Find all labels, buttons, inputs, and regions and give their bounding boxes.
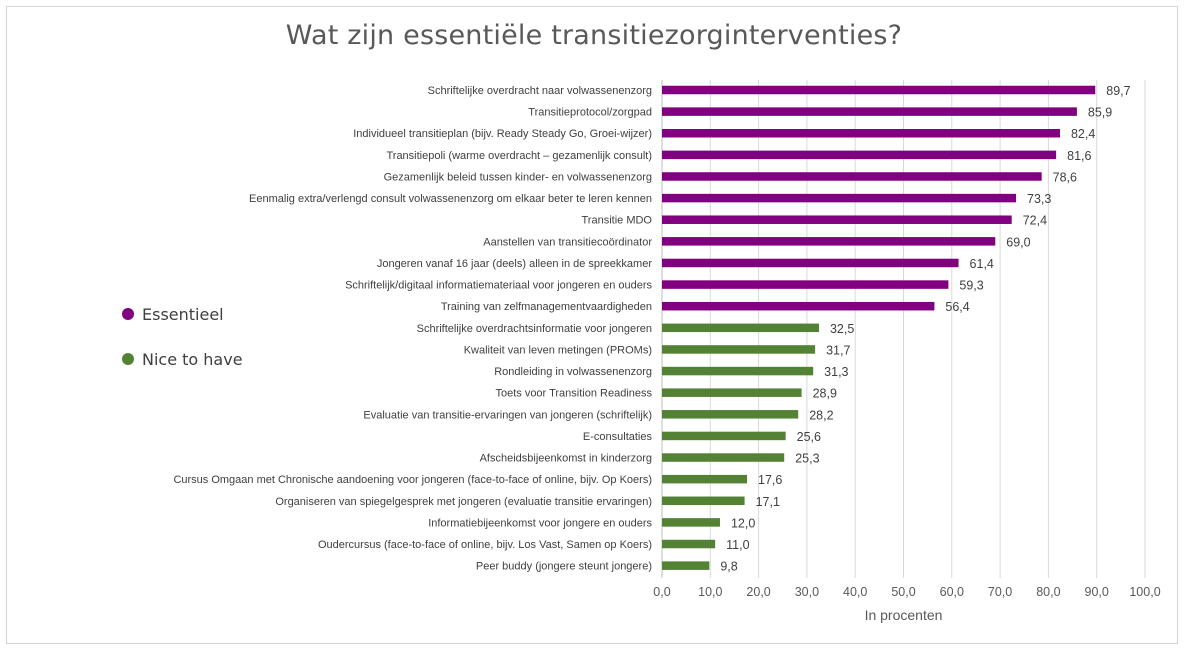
- bar: [662, 258, 959, 268]
- data-label: 85,9: [1088, 106, 1112, 120]
- category-label: Evaluatie van transitie-ervaringen van j…: [363, 409, 652, 421]
- x-axis-title: In procenten: [865, 607, 943, 623]
- category-label: Gezamenlijk beleid tussen kinder- en vol…: [384, 171, 652, 183]
- data-label: 17,6: [758, 473, 782, 487]
- category-label: Oudercursus (face-to-face of online, bij…: [318, 539, 652, 551]
- data-label: 28,9: [813, 387, 837, 401]
- category-label: Training van zelfmanagementvaardigheden: [441, 301, 652, 313]
- data-label: 31,3: [824, 365, 848, 379]
- bar: [662, 388, 802, 397]
- bar: [662, 431, 786, 441]
- bar: [662, 345, 816, 354]
- category-label: E-consultaties: [583, 431, 653, 443]
- bar: [662, 561, 710, 570]
- data-label: 11,0: [726, 538, 749, 552]
- category-label: Rondleiding in volwassenenzorg: [494, 366, 652, 378]
- legend-label-essentieel: Essentieel: [142, 304, 224, 324]
- data-label: 59,3: [959, 279, 983, 293]
- bar: [662, 237, 996, 246]
- bar: [662, 518, 720, 527]
- x-tick-label: 70,0: [988, 585, 1012, 599]
- x-tick-label: 60,0: [940, 585, 964, 599]
- category-label: Peer buddy (jongere steunt jongere): [476, 561, 652, 573]
- data-label: 9,8: [720, 560, 737, 574]
- legend-label-nice-to-have: Nice to have: [142, 349, 243, 369]
- category-label: Cursus Omgaan met Chronische aandoening …: [173, 474, 652, 486]
- x-tick-label: 30,0: [795, 585, 819, 599]
- data-label: 82,4: [1071, 127, 1095, 141]
- legend-dot-essentieel: [122, 308, 134, 320]
- legend-dot-nice-to-have: [122, 353, 134, 365]
- category-label: Kwaliteit van leven metingen (PROMs): [464, 344, 652, 356]
- bar: [662, 107, 1077, 116]
- data-label: 31,7: [826, 343, 850, 357]
- bar: [662, 323, 819, 333]
- x-tick-label: 90,0: [1085, 585, 1109, 599]
- category-label: Transitieprotocol/zorgpad: [528, 107, 652, 119]
- x-tick-label: 80,0: [1036, 585, 1060, 599]
- category-label: Schriftelijke overdrachtsinformatie voor…: [417, 323, 652, 335]
- category-label: Informatiebijeenkomst voor jongere en ou…: [428, 517, 652, 529]
- data-label: 69,0: [1006, 235, 1030, 249]
- data-label: 32,5: [830, 322, 854, 336]
- bar: [662, 150, 1057, 160]
- legend: Essentieel Nice to have: [122, 303, 243, 393]
- data-label: 78,6: [1053, 170, 1077, 184]
- data-label: 25,6: [797, 430, 821, 444]
- bar: [662, 172, 1042, 181]
- x-tick-label: 100,0: [1129, 585, 1160, 599]
- data-label: 17,1: [756, 495, 780, 509]
- data-label: 28,2: [809, 408, 833, 422]
- bar: [662, 301, 935, 311]
- category-label: Aanstellen van transitiecoördinator: [483, 236, 652, 248]
- x-tick-label: 40,0: [843, 585, 867, 599]
- x-tick-label: 10,0: [698, 585, 722, 599]
- x-tick-label: 20,0: [746, 585, 770, 599]
- legend-item-nice-to-have: Nice to have: [122, 348, 243, 370]
- data-label: 89,7: [1106, 84, 1130, 98]
- chart-title: Wat zijn essentiële transitiezorginterve…: [285, 20, 903, 51]
- data-label: 56,4: [945, 300, 969, 314]
- bar: [662, 453, 785, 462]
- x-tick-label: 50,0: [891, 585, 915, 599]
- data-label: 25,3: [795, 452, 819, 466]
- data-label: 81,6: [1067, 149, 1091, 163]
- bar: [662, 193, 1017, 203]
- data-label: 61,4: [970, 257, 994, 271]
- category-label: Organiseren van spiegelgesprek met jonge…: [275, 496, 652, 508]
- bar: [662, 539, 716, 549]
- bar: [662, 280, 949, 289]
- x-tick-label: 0,0: [653, 585, 670, 599]
- bar: [662, 215, 1012, 224]
- category-label: Toets voor Transition Readiness: [495, 388, 652, 400]
- category-label: Schriftelijk/digitaal informatiemateriaa…: [345, 280, 652, 292]
- bar: [662, 366, 814, 376]
- data-label: 73,3: [1027, 192, 1051, 206]
- category-label: Transitie MDO: [582, 215, 653, 227]
- category-label: Jongeren vanaf 16 jaar (deels) alleen in…: [377, 258, 652, 270]
- category-label: Transitiepoli (warme overdracht – gezame…: [386, 150, 652, 162]
- bar: [662, 410, 799, 419]
- category-label: Schriftelijke overdracht naar volwassene…: [428, 85, 652, 97]
- data-label: 12,0: [731, 516, 755, 530]
- category-label: Eenmalig extra/verlengd consult volwasse…: [249, 193, 652, 205]
- data-label: 72,4: [1023, 214, 1047, 228]
- category-label: Afscheidsbijeenkomst in kinderzorg: [480, 453, 652, 465]
- category-label: Individueel transitieplan (bijv. Ready S…: [353, 128, 652, 140]
- legend-item-essentieel: Essentieel: [122, 303, 243, 325]
- bar: [662, 85, 1096, 95]
- bar: [662, 474, 748, 484]
- bar: [662, 128, 1060, 138]
- bar: [662, 496, 745, 506]
